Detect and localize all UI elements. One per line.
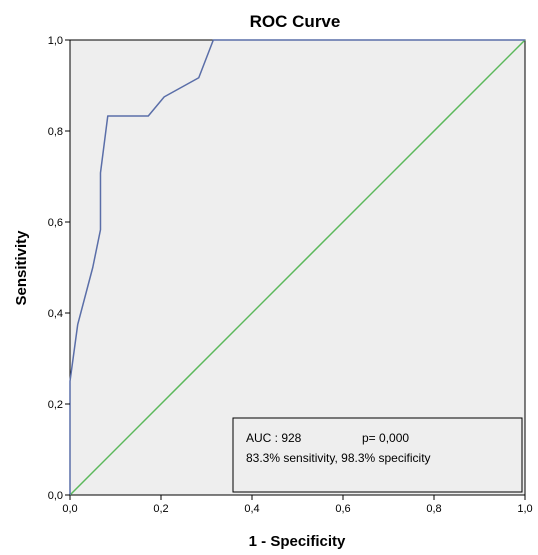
- x-axis-tick-label: 1,0: [517, 503, 532, 515]
- annotation-auc: AUC : 928: [246, 431, 302, 445]
- y-axis-tick-label: 0,6: [48, 217, 63, 229]
- tick-group: 0,0 0,2 0,4 0,6 0,8 1,0 0,0 0,2 0,4 0,6 0,8 1,0: [48, 35, 533, 515]
- roc-line-group: [69, 39, 525, 495]
- y-axis-label: Sensitivity: [13, 230, 30, 306]
- y-axis-tick-label: 0,8: [48, 126, 63, 138]
- x-axis-tick-label: 0,4: [244, 503, 259, 515]
- annotation-sensitivity-specificity: 83.3% sensitivity, 98.3% specificity: [246, 451, 431, 465]
- x-axis-tick-label: 0,8: [426, 503, 441, 515]
- x-axis-label: 1 - Specificity: [249, 533, 346, 550]
- reference-diagonal-line: [69, 39, 526, 496]
- reference-line-group: [69, 39, 526, 496]
- y-axis-tick-label: 0,4: [48, 308, 63, 320]
- y-axis-tick-label: 1,0: [48, 35, 63, 47]
- y-axis-tick-label: 0,0: [48, 490, 63, 502]
- y-axis-tick-label: 0,2: [48, 399, 63, 411]
- x-axis-tick-label: 0,2: [153, 503, 168, 515]
- annotation-p-value: p= 0,000: [362, 431, 409, 445]
- annotation-box: [232, 417, 523, 493]
- x-axis-tick-label: 0,0: [62, 503, 77, 515]
- x-axis-tick-label: 0,6: [335, 503, 350, 515]
- chart-title: ROC Curve: [250, 12, 341, 31]
- roc-curve-line: [69, 39, 525, 495]
